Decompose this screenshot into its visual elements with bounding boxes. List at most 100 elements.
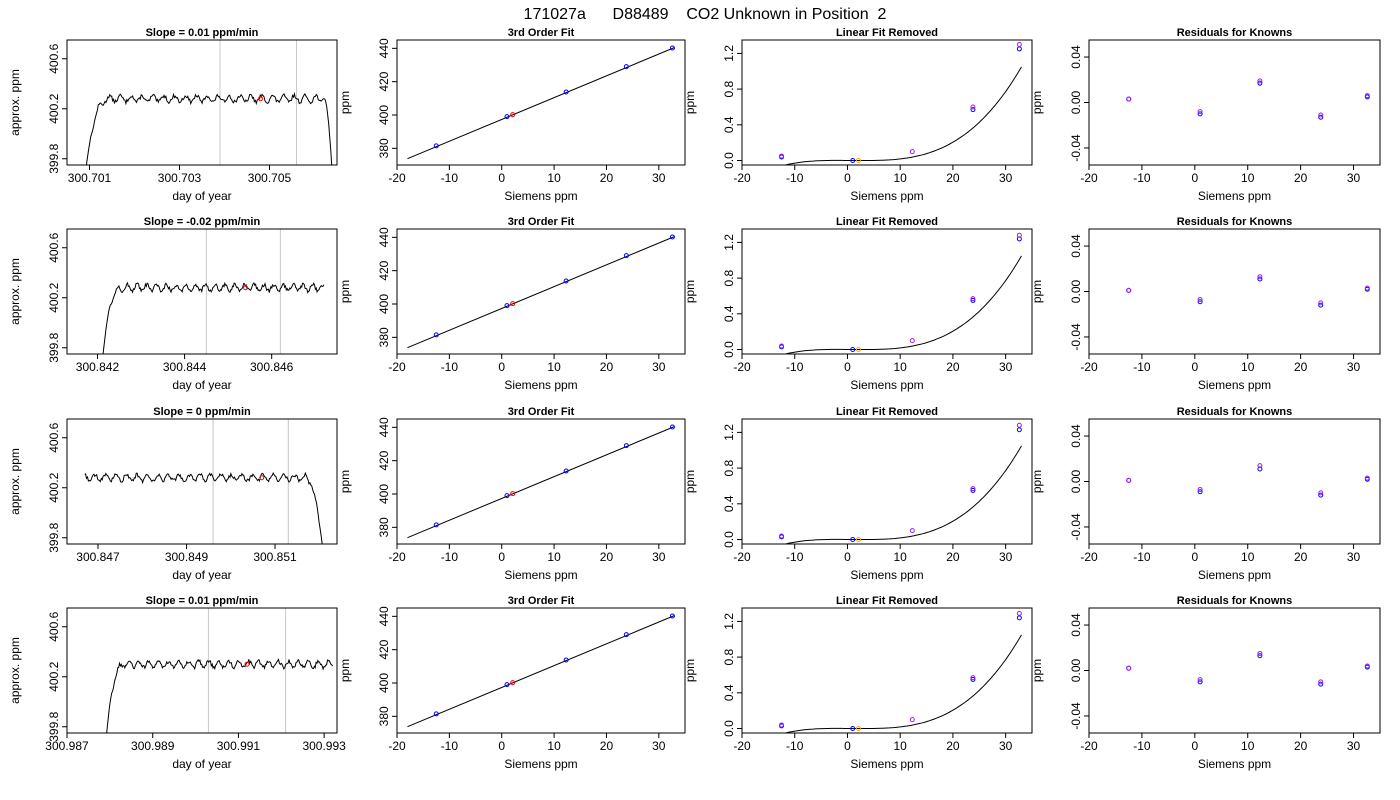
- residual-point: [1318, 490, 1324, 496]
- plot-frame: [396, 607, 686, 734]
- x-tick-label: 300.846: [250, 360, 294, 374]
- known-point: [563, 657, 569, 663]
- x-tick-label: 30: [999, 360, 1013, 374]
- y-tick-label: 0.8: [722, 80, 736, 97]
- known-point: [909, 149, 915, 155]
- chart-title: Linear Fit Removed: [836, 406, 938, 418]
- plot-area: [1126, 274, 1370, 308]
- x-tick-label: 300.842: [76, 360, 120, 374]
- x-tick-label: 300.987: [45, 739, 89, 753]
- x-tick-label: 30: [999, 739, 1013, 753]
- residual-point: [1257, 653, 1263, 659]
- y-tick-label: 400: [377, 294, 391, 314]
- x-tick-label: 10: [1241, 360, 1255, 374]
- residual-curve: [783, 66, 1022, 165]
- y-tick-label: 0.4: [722, 684, 736, 701]
- chart-title: Slope = 0 ppm/min: [153, 406, 251, 418]
- x-tick-label: 0: [1191, 550, 1198, 564]
- x-tick-label: 0: [498, 171, 505, 185]
- fit-line: [407, 426, 675, 539]
- known-point: [504, 493, 510, 499]
- y-tick-label: 0.0: [722, 531, 736, 548]
- x-axis-label: Siemens ppm: [504, 378, 577, 392]
- x-tick-label: -20: [1080, 739, 1098, 753]
- residual-curve: [783, 255, 1022, 354]
- y-axis-label: ppm: [1030, 91, 1044, 114]
- chart-title: 3rd Order Fit: [508, 406, 575, 418]
- plot-area: [85, 40, 333, 165]
- residual-point: [1257, 463, 1263, 469]
- chart-title: Residuals for Knowns: [1177, 595, 1293, 607]
- panel-residuals-row-1: Residuals for Knowns Siemens ppm ppm -20 -10…: [1030, 27, 1381, 203]
- y-tick-label: 420: [377, 71, 391, 91]
- plot-frame: [1088, 228, 1381, 355]
- residual-point: [1197, 486, 1203, 492]
- known-point: [970, 297, 976, 303]
- x-tick-label: 10: [894, 360, 908, 374]
- known-point: [563, 89, 569, 95]
- y-tick-label: 0.00: [1069, 469, 1083, 493]
- y-tick-label: -0.04: [1069, 323, 1083, 351]
- x-tick-label: 30: [1347, 360, 1361, 374]
- x-tick-label: 30: [1347, 171, 1361, 185]
- y-tick-label: 0.0: [722, 341, 736, 358]
- y-tick-label: 0.04: [1069, 424, 1083, 448]
- residual-point: [1126, 96, 1132, 102]
- x-tick-label: 30: [999, 171, 1013, 185]
- plot-frame: [66, 228, 338, 355]
- y-tick-label: 380: [377, 327, 391, 347]
- fit-line: [407, 47, 675, 160]
- x-tick-label: -20: [733, 550, 751, 564]
- x-tick-label: 0: [498, 360, 505, 374]
- x-tick-label: 20: [1294, 171, 1308, 185]
- plot-area: [1126, 463, 1370, 498]
- x-tick-label: 20: [946, 171, 960, 185]
- x-tick-label: 30: [1347, 739, 1361, 753]
- known-point: [909, 717, 915, 723]
- y-axis-label: ppm: [338, 91, 352, 114]
- panel-fit-row-3: 3rd Order Fit Siemens ppm ppm -20 -10 0 10 20 30…: [338, 406, 686, 582]
- y-tick-label: 400.2: [47, 282, 61, 312]
- known-point: [504, 114, 510, 120]
- y-tick-label: 0.04: [1069, 45, 1083, 69]
- y-tick-label: -0.04: [1069, 702, 1083, 730]
- known-point: [970, 487, 976, 493]
- chart-title: 3rd Order Fit: [508, 595, 575, 607]
- known-point: [669, 424, 675, 430]
- unknown-sample-point: [259, 475, 265, 481]
- y-tick-label: 440: [377, 227, 391, 247]
- y-tick-label: 380: [377, 706, 391, 726]
- y-axis-label: ppm: [1030, 280, 1044, 303]
- plot-frame: [1088, 607, 1381, 734]
- y-axis-label: ppm: [1030, 659, 1044, 682]
- y-axis-label: approx. ppm: [8, 258, 22, 325]
- residual-point: [1364, 285, 1370, 291]
- plot-frame: [1088, 39, 1381, 166]
- signal-trace: [102, 281, 325, 354]
- panel-grid: Slope = 0.01 ppm/min day of year approx. p…: [8, 27, 1381, 771]
- y-tick-label: 399.8: [47, 143, 61, 173]
- plot-area: [779, 610, 1022, 733]
- x-axis-label: day of year: [172, 378, 231, 392]
- x-tick-label: -20: [388, 360, 406, 374]
- x-tick-label: 300.701: [68, 171, 112, 185]
- x-tick-label: 20: [946, 360, 960, 374]
- known-point: [1016, 46, 1022, 52]
- x-tick-label: 300.705: [248, 171, 292, 185]
- unknown-point: [510, 301, 516, 307]
- x-tick-label: 0: [1191, 360, 1198, 374]
- plot-frame: [396, 39, 686, 166]
- known-point: [669, 234, 675, 240]
- y-tick-label: 0.04: [1069, 234, 1083, 258]
- y-tick-label: 440: [377, 417, 391, 437]
- known-point: [433, 522, 439, 528]
- x-tick-label: 300.849: [165, 550, 209, 564]
- residual-point: [1126, 665, 1132, 671]
- x-tick-label: 300.851: [253, 550, 297, 564]
- y-tick-label: 400.2: [47, 472, 61, 502]
- x-tick-label: -10: [441, 550, 459, 564]
- y-tick-label: 0.8: [722, 269, 736, 286]
- residual-point: [1257, 466, 1263, 472]
- panel-time-series-row-1: Slope = 0.01 ppm/min day of year approx. p…: [8, 27, 338, 203]
- x-tick-label: 10: [547, 171, 561, 185]
